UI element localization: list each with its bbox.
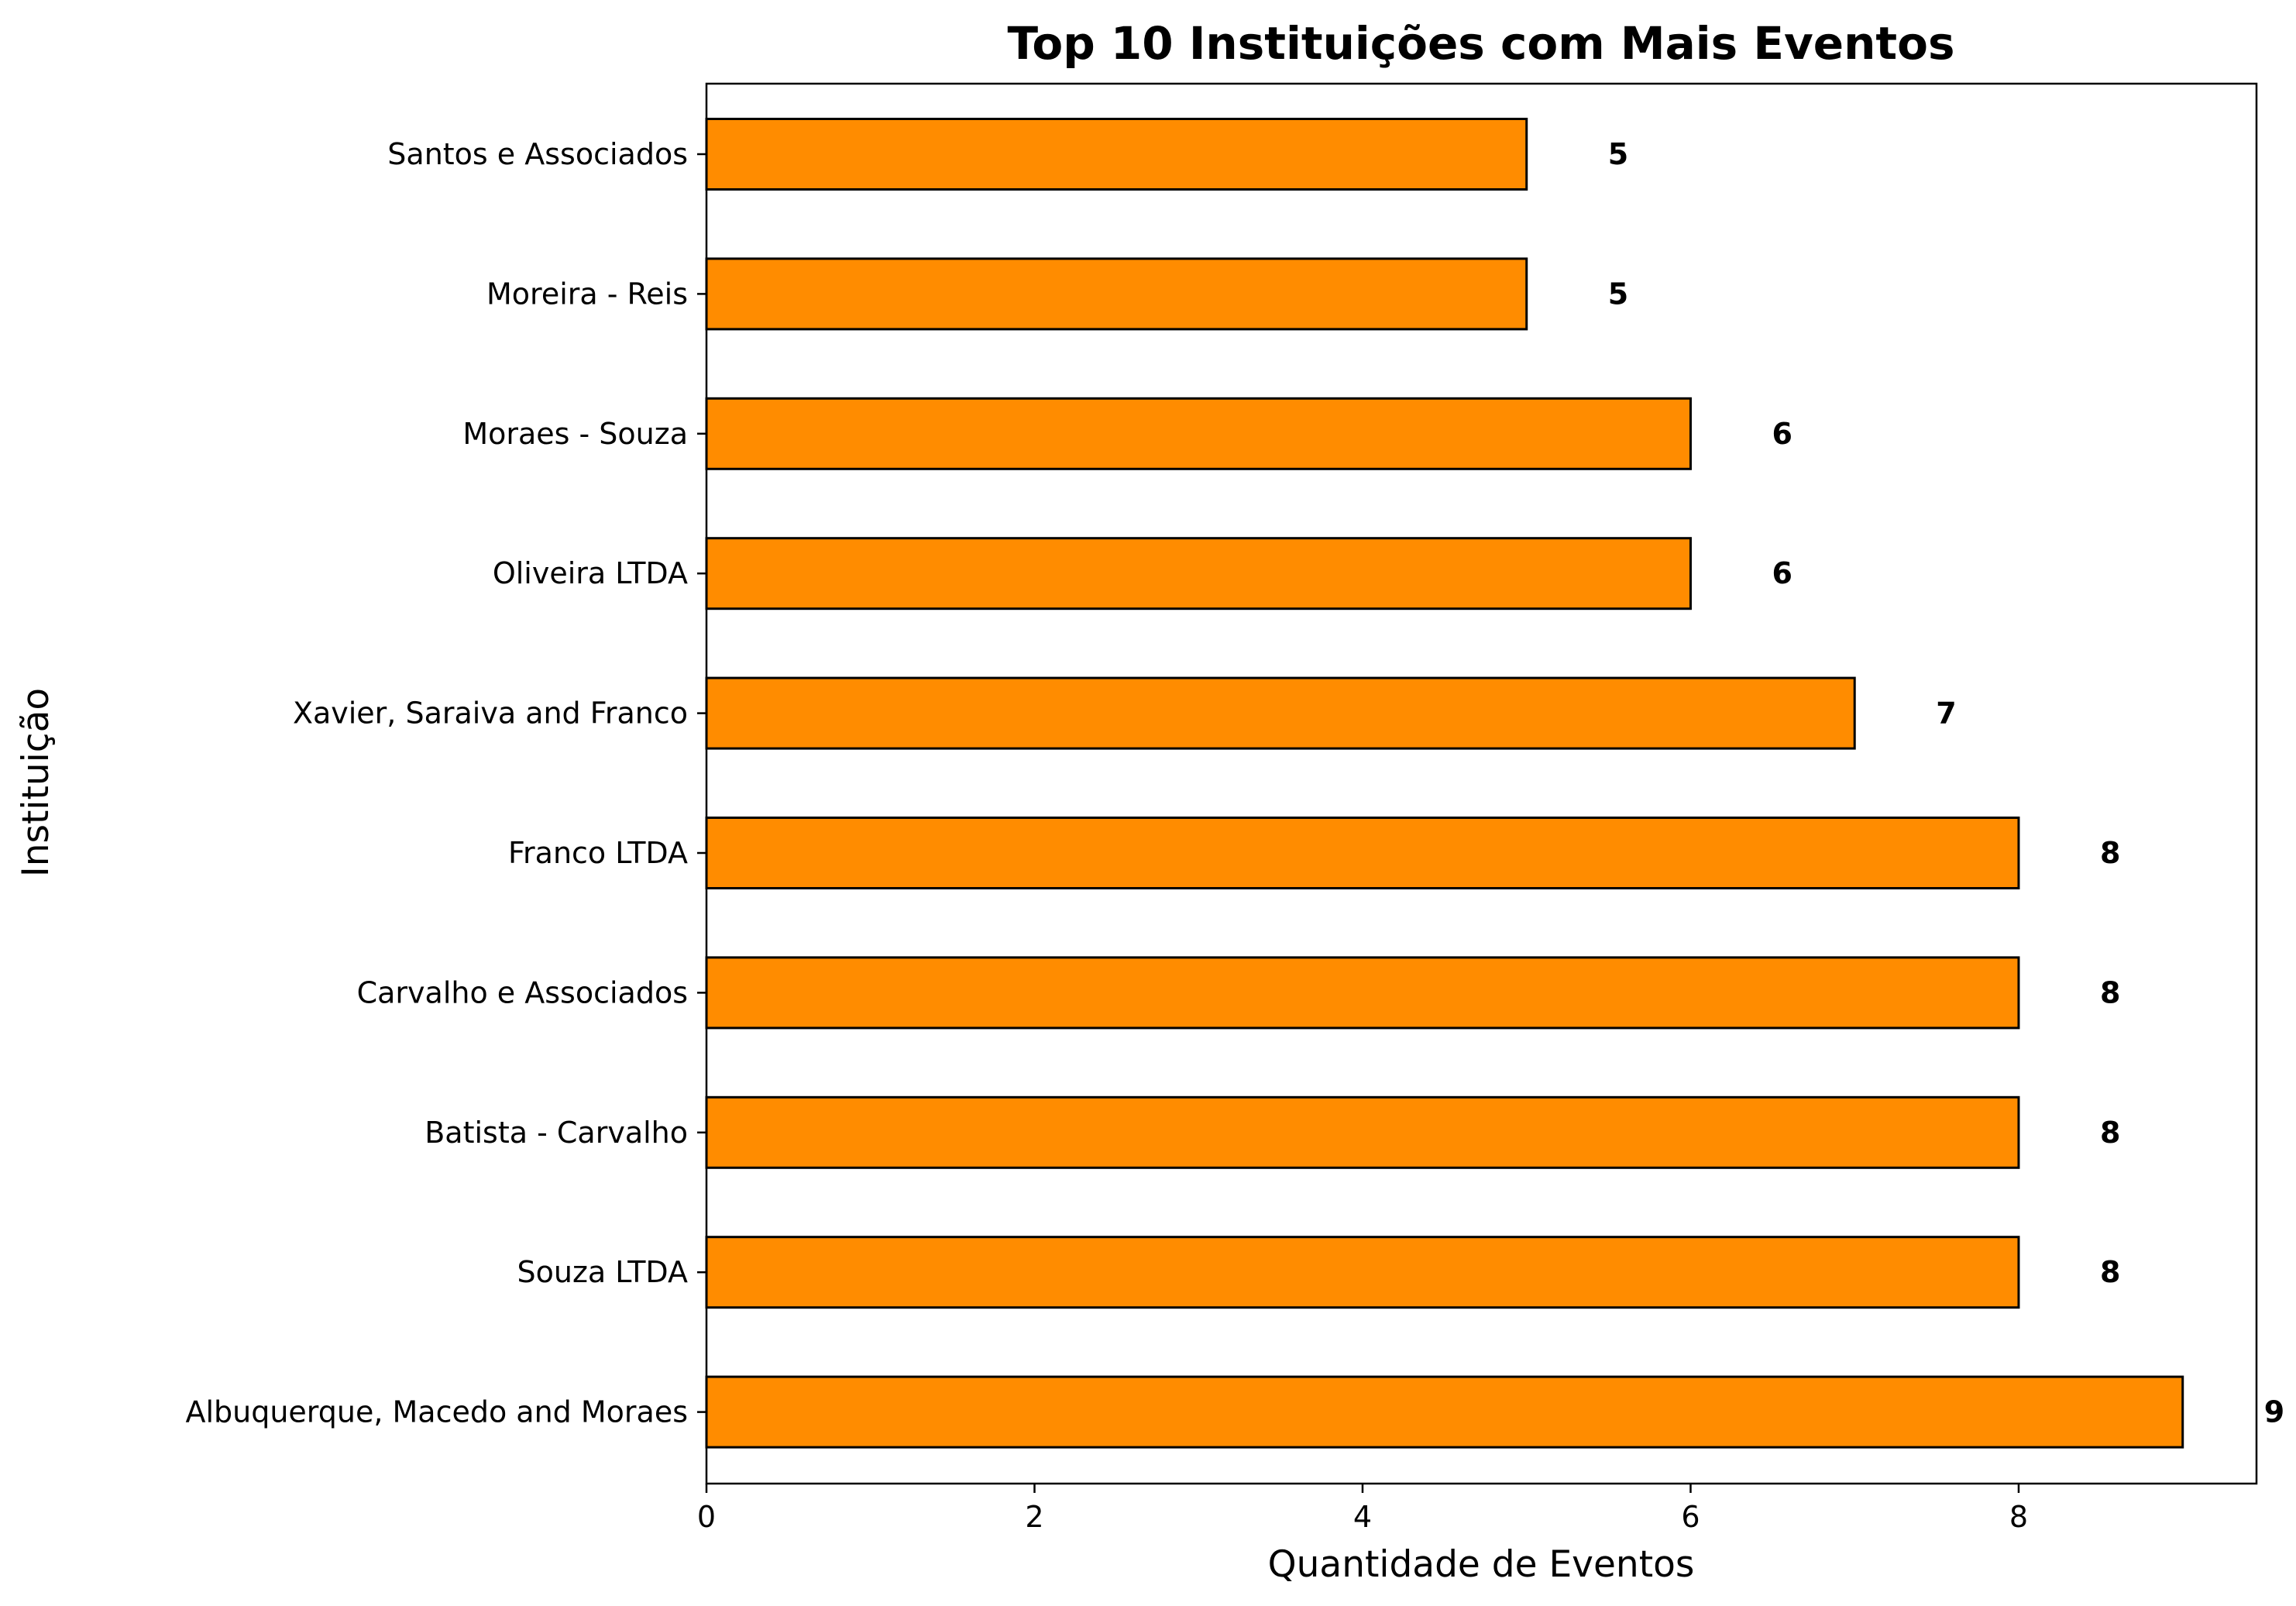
bar <box>705 397 1692 470</box>
y-tick-label: Souza LTDA <box>517 1255 688 1289</box>
data-label: 8 <box>2100 1255 2120 1289</box>
y-tick-label: Carvalho e Associados <box>357 975 688 1009</box>
data-label: 5 <box>1608 137 1628 171</box>
x-tick-label: 0 <box>697 1500 716 1534</box>
x-ticks: 0 2 4 6 8 <box>697 1484 2028 1534</box>
bar <box>705 956 2020 1030</box>
y-tick-label: Moreira - Reis <box>486 277 688 311</box>
x-tick-label: 8 <box>2009 1500 2028 1534</box>
data-label: 8 <box>2100 836 2120 870</box>
x-axis-label: Quantidade de Eventos <box>1268 1543 1695 1586</box>
y-tick-label: Albuquerque, Macedo and Moraes <box>185 1395 688 1429</box>
plot-frame <box>705 82 2258 1485</box>
bar <box>705 257 1528 331</box>
x-tick-label: 2 <box>1025 1500 1043 1534</box>
data-label: 8 <box>2100 975 2120 1009</box>
y-tick-label: Santos e Associados <box>387 137 688 171</box>
y-axis-label: Instituição <box>15 688 57 877</box>
data-label: 6 <box>1772 556 1792 590</box>
data-label: 9 <box>2264 1395 2284 1429</box>
x-tick-label: 4 <box>1353 1500 1372 1534</box>
data-label: 8 <box>2100 1116 2120 1150</box>
y-tick-label: Batista - Carvalho <box>424 1116 688 1150</box>
y-tick-label: Oliveira LTDA <box>493 556 688 590</box>
bar <box>705 817 2020 889</box>
data-labels: 5 5 6 6 7 8 8 8 8 9 <box>1608 137 2284 1429</box>
chart-title: Top 10 Instituições com Mais Eventos <box>1008 17 1955 70</box>
bar <box>705 1095 2020 1169</box>
bar <box>705 676 1856 750</box>
data-label: 6 <box>1772 417 1792 451</box>
bar <box>705 1375 2184 1449</box>
bar <box>705 1236 2020 1309</box>
y-tick-label: Franco LTDA <box>508 836 688 870</box>
y-tick-labels: Santos e Associados Moreira - Reis Moraes … <box>185 137 706 1429</box>
y-tick-label: Xavier, Saraiva and Franco <box>293 696 688 731</box>
data-label: 7 <box>1936 696 1956 731</box>
data-label: 5 <box>1608 277 1628 311</box>
y-tick-label: Moraes - Souza <box>462 417 688 451</box>
bar <box>705 118 1528 191</box>
bars-group <box>705 118 2184 1449</box>
x-tick-label: 6 <box>1681 1500 1700 1534</box>
bar <box>705 537 1692 610</box>
